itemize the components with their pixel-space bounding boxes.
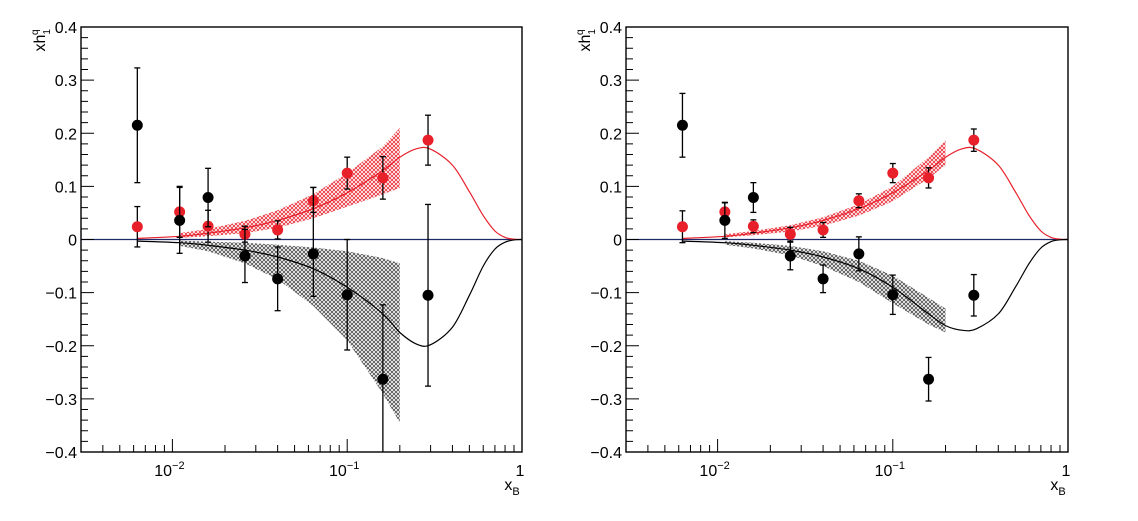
black-data-point: [784, 250, 796, 262]
red-data-point: [968, 134, 980, 146]
y-tick-label: 0.2: [600, 126, 622, 143]
black-data-point: [174, 214, 186, 226]
red-data-point: [676, 221, 688, 233]
right-panel: 0.4 0.3 0.2 0.1 0 −0.1 −0.2 −0.3 −0.4 10−2 10−1 1xB…: [575, 20, 1071, 498]
x-axis-title: xB: [504, 477, 519, 498]
red-data-point: [853, 195, 865, 207]
y-tick-label: 0.1: [600, 179, 622, 196]
black-model-curve: [137, 238, 523, 347]
black-data-point: [747, 192, 759, 204]
y-tick-label: 0.3: [600, 73, 622, 90]
y-tick-label: 0: [613, 233, 622, 250]
black-data-point: [272, 273, 284, 285]
y-tick-label: 0.3: [55, 73, 77, 90]
red-data-point: [272, 224, 284, 236]
x-tick-label: 1: [1062, 463, 1071, 480]
black-data-point: [853, 248, 865, 260]
y-tick-label: −0.2: [590, 339, 622, 356]
x-tick-label: 10−1: [329, 460, 359, 480]
black-data-point: [202, 192, 214, 204]
red-data-point: [377, 172, 389, 184]
black-data-point: [676, 119, 688, 131]
red-data-point: [341, 167, 353, 179]
black-data-point: [307, 248, 319, 260]
red-error-band: [724, 140, 946, 238]
y-tick-label: −0.2: [45, 339, 77, 356]
y-axis-title: xh1q: [30, 29, 53, 52]
black-data-point: [422, 289, 434, 301]
x-tick-label: 10−2: [699, 460, 729, 480]
y-tick-label: 0: [68, 233, 77, 250]
black-data-point: [817, 273, 829, 285]
red-data-point: [784, 228, 796, 240]
red-data-point: [131, 221, 143, 233]
red-data-point: [887, 167, 899, 179]
red-data-point: [422, 134, 434, 146]
red-model-curve: [682, 146, 1069, 241]
y-tick-label: 0.1: [55, 179, 77, 196]
black-error-band: [724, 241, 946, 333]
black-data-point: [239, 250, 251, 262]
y-tick-label: 0.2: [55, 126, 77, 143]
left-panel: 0.4 0.3 0.2 0.1 0 −0.1 −0.2 −0.3 −0.4 10−2 10−1 1xB…: [30, 20, 525, 498]
black-data-point: [377, 373, 389, 385]
x-tick-label: 1: [516, 463, 525, 480]
black-data-point: [131, 119, 143, 131]
black-data-point: [887, 289, 899, 301]
y-tick-label: 0.4: [600, 20, 622, 37]
black-model-curve: [682, 238, 1069, 332]
x-tick-label: 10−1: [875, 460, 905, 480]
black-data-point: [719, 214, 731, 226]
black-error-band: [179, 240, 400, 423]
red-model-curve: [137, 146, 523, 241]
y-tick-label: 0.4: [55, 20, 77, 37]
black-data-point: [341, 289, 353, 301]
x-tick-label: 10−2: [154, 460, 184, 480]
y-tick-label: −0.4: [590, 445, 622, 462]
black-data-point: [968, 289, 980, 301]
red-data-point: [817, 224, 829, 236]
y-tick-label: −0.1: [45, 286, 77, 303]
red-error-band: [179, 127, 400, 238]
y-tick-label: −0.4: [45, 445, 77, 462]
y-tick-label: −0.3: [590, 392, 622, 409]
y-tick-label: −0.1: [590, 286, 622, 303]
black-data-point: [923, 373, 935, 385]
red-data-point: [923, 172, 935, 184]
red-data-point: [747, 220, 759, 232]
y-axis-title: xh1q: [575, 29, 598, 52]
y-tick-label: −0.3: [45, 392, 77, 409]
x-axis-title: xB: [1050, 477, 1065, 498]
